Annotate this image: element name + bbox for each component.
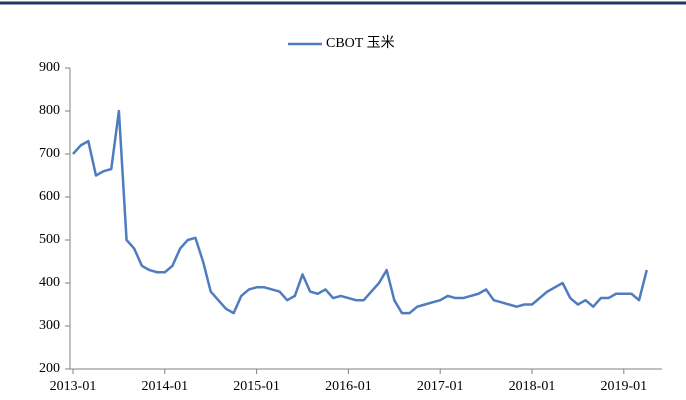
y-tick-label: 600 [39,189,60,204]
line-series [72,109,648,315]
x-tick-label: 2016-01 [325,379,372,394]
legend-label: CBOT 玉米 [326,35,395,51]
y-tick-label: 700 [39,146,60,161]
x-tick-label: 2013-01 [50,379,97,394]
x-tick-label: 2015-01 [233,379,280,394]
x-tick-label: 2018-01 [509,379,556,394]
x-tick-label: 2014-01 [141,379,188,394]
y-tick-label: 900 [39,60,60,75]
y-tick-label: 500 [39,232,60,247]
y-tick-label: 800 [39,103,60,118]
x-tick-label: 2019-01 [600,379,647,394]
x-tick-label: 2017-01 [417,379,464,394]
y-tick-label: 300 [39,318,60,333]
y-tick-label: 400 [39,275,60,290]
y-tick-label: 200 [39,361,60,376]
